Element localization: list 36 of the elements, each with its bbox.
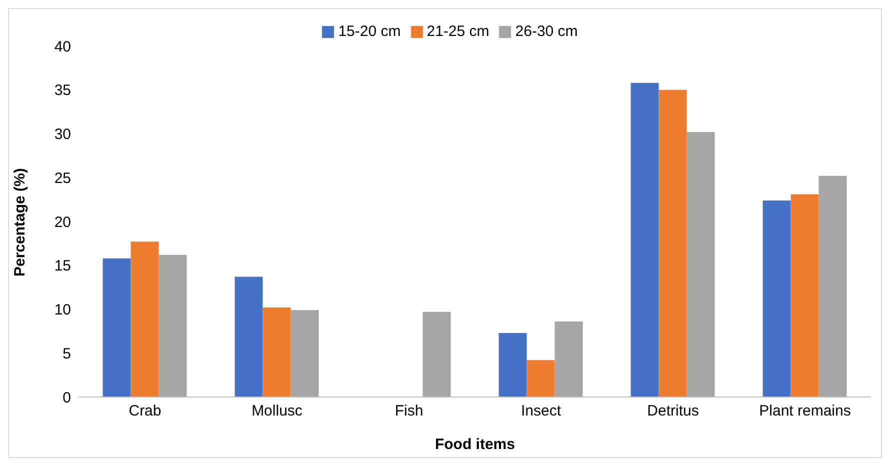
bar (102, 258, 131, 397)
y-tick-label: 5 (62, 345, 71, 362)
y-tick-label: 10 (54, 302, 71, 319)
bar (498, 332, 527, 397)
y-tick-label: 30 (54, 126, 71, 144)
y-tick-label: 25 (54, 170, 71, 187)
y-tick-label: 40 (54, 38, 71, 56)
legend-label: 15-20 cm (338, 23, 401, 40)
x-tick-label: Insect (520, 402, 562, 420)
bar (790, 194, 819, 397)
bar (262, 307, 291, 397)
y-tick-label: 20 (54, 214, 71, 231)
x-tick-label: Plant remains (759, 402, 851, 420)
bar (658, 90, 687, 397)
bar (554, 322, 583, 397)
y-axis-title: Percentage (%) (11, 168, 28, 276)
bar (686, 132, 715, 397)
bar (762, 200, 791, 397)
bar (818, 176, 847, 397)
y-tick-label: 0 (62, 389, 71, 406)
bar (158, 254, 187, 397)
x-tick-label: Fish (394, 402, 424, 420)
y-tick-label: 15 (54, 258, 71, 275)
bar (422, 312, 451, 397)
x-axis-title: Food items (434, 436, 516, 453)
legend-label: 26-30 cm (515, 23, 578, 40)
bar (290, 310, 319, 397)
bar (130, 242, 159, 397)
bar (630, 82, 659, 397)
legend-label: 21-25 cm (426, 23, 490, 40)
x-tick-label: Mollusc (252, 402, 303, 420)
bar (234, 276, 263, 397)
bar (526, 360, 555, 397)
x-tick-label: Detritus (647, 402, 699, 420)
y-tick-label: 35 (54, 82, 71, 100)
x-tick-label: Crab (128, 402, 162, 420)
